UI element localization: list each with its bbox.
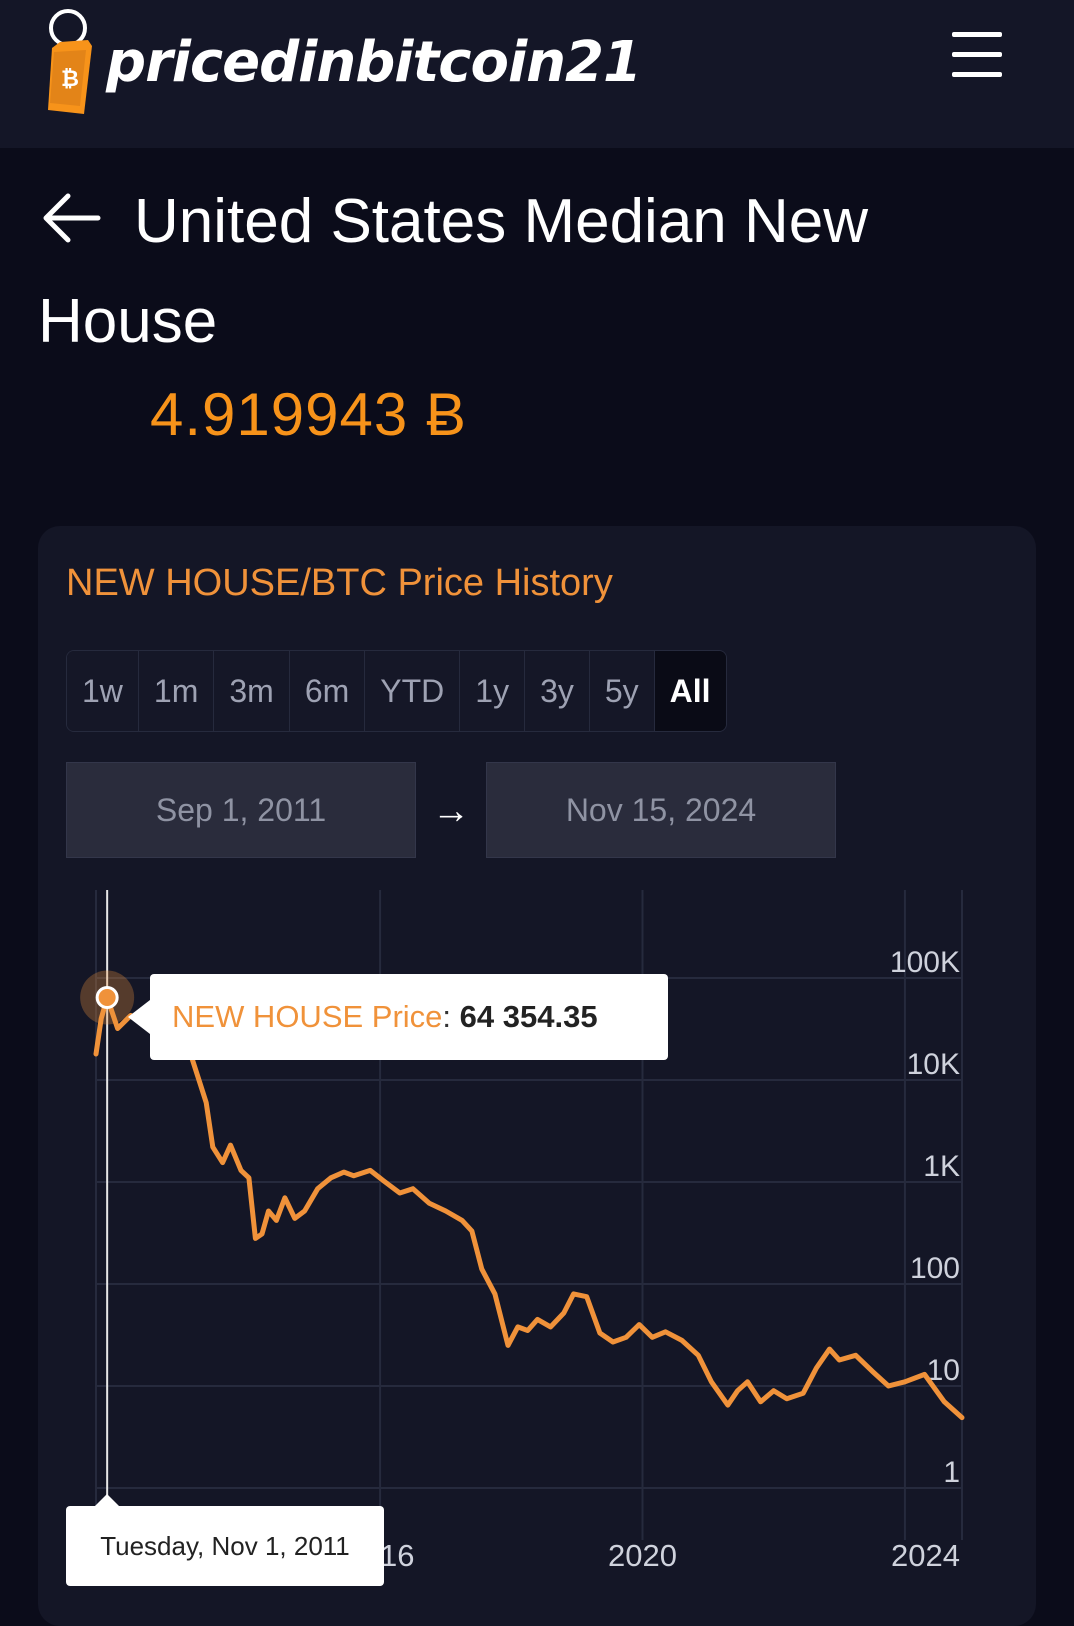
hover-point[interactable]: [95, 986, 119, 1010]
chart-grid: [95, 890, 963, 1540]
y-tick-label: 1: [943, 1456, 960, 1489]
date-to-input[interactable]: Nov 15, 2024: [486, 762, 836, 858]
series-line: [93, 995, 965, 1421]
date-from-input[interactable]: Sep 1, 2011: [66, 762, 416, 858]
chart-tooltip: NEW HOUSE Price: 64 354.35: [128, 974, 668, 1060]
range-ytd-button[interactable]: YTD: [365, 651, 461, 731]
x-axis-labels: 201620202024: [346, 1538, 960, 1573]
y-tick-label: 100K: [890, 946, 960, 979]
y-tick-label: 1K: [923, 1150, 960, 1183]
range-selector: 1w 1m 3m 6m YTD 1y 3y 5y All: [66, 650, 727, 732]
range-all-button[interactable]: All: [654, 651, 726, 731]
range-5y-button[interactable]: 5y: [589, 651, 655, 731]
y-tick-label: 10K: [907, 1048, 960, 1081]
range-3y-button[interactable]: 3y: [525, 651, 590, 731]
x-tick-label: 2024: [891, 1538, 960, 1573]
crosshair-date-label: Tuesday, Nov 1, 2011: [66, 1494, 384, 1586]
bitcoin-price-tag-icon: ₿: [48, 9, 92, 114]
range-3m-button[interactable]: 3m: [214, 651, 290, 731]
tooltip-series-name: NEW HOUSE Price: [172, 999, 443, 1034]
range-1w-button[interactable]: 1w: [67, 651, 139, 731]
brand-logo[interactable]: ₿ pricedinbitcoin21: [42, 6, 642, 116]
y-tick-label: 100: [910, 1252, 960, 1285]
svg-text:₿: ₿: [61, 67, 79, 92]
brand-name: pricedinbitcoin21: [106, 30, 642, 95]
hamburger-menu-icon[interactable]: [950, 30, 1006, 80]
top-bar: ₿ pricedinbitcoin21: [0, 0, 1074, 148]
tooltip-colon: :: [442, 999, 452, 1034]
range-6m-button[interactable]: 6m: [289, 651, 366, 731]
tooltip-value: 64 354.35: [459, 999, 598, 1034]
page-title: United States Median New House: [38, 187, 869, 356]
card-title: NEW HOUSE/BTC Price History: [66, 562, 613, 604]
range-1y-button[interactable]: 1y: [460, 651, 526, 731]
range-1m-button[interactable]: 1m: [138, 651, 215, 731]
back-arrow-icon[interactable]: [40, 190, 104, 246]
btc-price: 4.919943 Ƀ: [150, 381, 467, 448]
date-range-arrow: →: [432, 790, 470, 832]
x-tick-label: 2020: [608, 1538, 677, 1573]
